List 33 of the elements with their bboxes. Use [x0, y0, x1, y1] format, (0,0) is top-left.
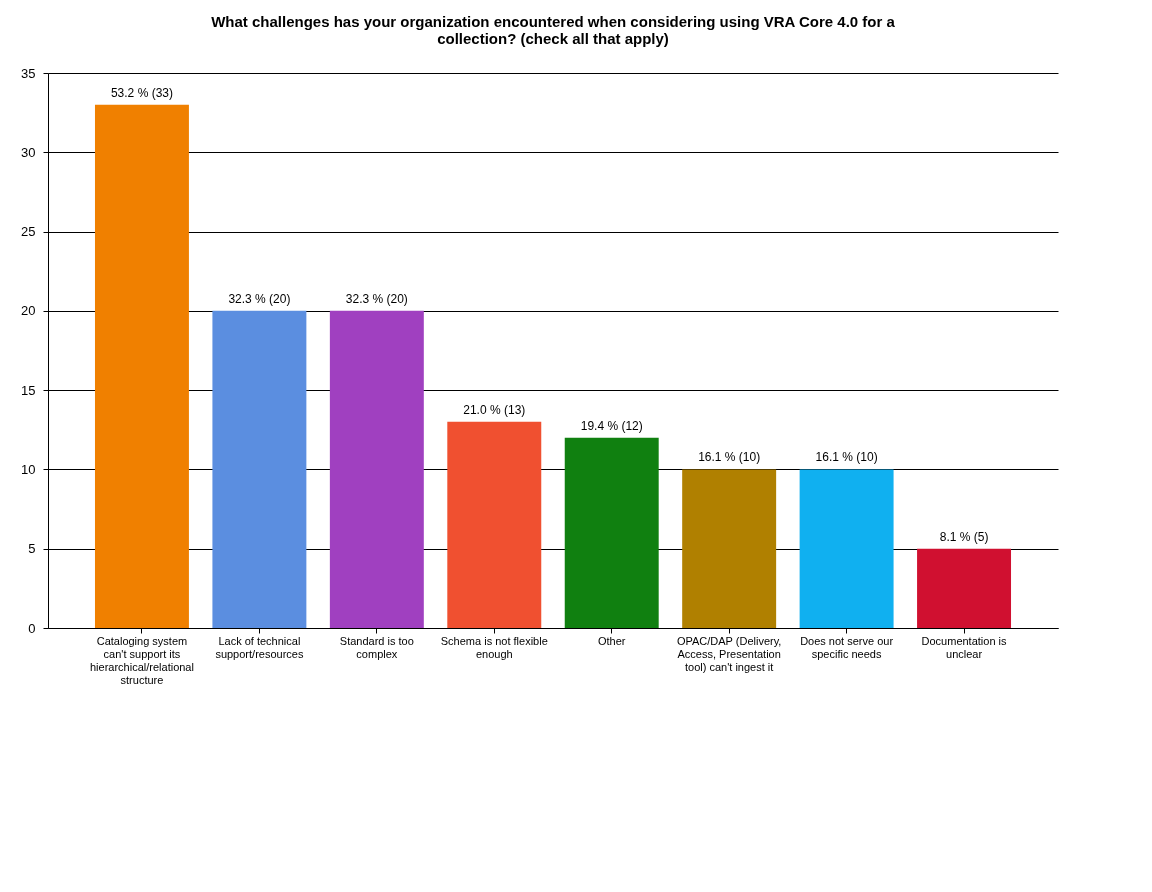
- data-label: 21.0 % (13): [463, 402, 526, 417]
- bar: [94, 104, 189, 628]
- data-label: 53.2 % (33): [110, 85, 173, 100]
- y-tick-label: 30: [21, 144, 36, 160]
- x-tick-label: Cataloging system can't support its hierarchical/relational structure: [89, 634, 194, 686]
- data-label: 19.4 % (12): [580, 418, 643, 433]
- x-tick-label: Schema is not flexible enough: [440, 634, 548, 660]
- bar: [564, 437, 659, 628]
- y-tick-label: 0: [28, 620, 36, 636]
- y-tick-label: 20: [21, 303, 36, 319]
- bar: [682, 469, 777, 628]
- x-tick-label: Standard is too complex: [339, 634, 414, 660]
- x-tick-label: Lack of technical support/resources: [215, 634, 304, 660]
- y-tick-label: 5: [28, 541, 36, 557]
- data-label: 32.3 % (20): [228, 291, 291, 306]
- bar: [447, 421, 542, 628]
- x-tick-label: OPAC/DAP (Delivery, Access, Presentation tool) can't ingest it: [676, 634, 782, 673]
- bar: [212, 310, 307, 628]
- data-label: 8.1 % (5): [939, 529, 989, 544]
- x-tick-label: Documentation is unclear: [921, 634, 1008, 660]
- bar: [329, 310, 424, 628]
- chart-title: What challenges has your organization encountered when considering using VRA Core 4.0 for a collection? (check all that apply): [211, 13, 896, 47]
- y-tick-label: 25: [21, 224, 36, 240]
- data-label: 16.1 % (10): [815, 450, 878, 465]
- y-tick-label: 15: [21, 382, 36, 398]
- data-label: 32.3 % (20): [345, 291, 408, 306]
- data-label: 16.1 % (10): [698, 450, 761, 465]
- bar: [917, 548, 1012, 628]
- bar: [799, 469, 894, 628]
- y-tick-label: 10: [21, 461, 36, 477]
- x-tick-label: Does not serve our specific needs: [800, 634, 894, 660]
- y-tick-label: 35: [21, 65, 36, 81]
- x-tick-label: Other: [597, 634, 626, 647]
